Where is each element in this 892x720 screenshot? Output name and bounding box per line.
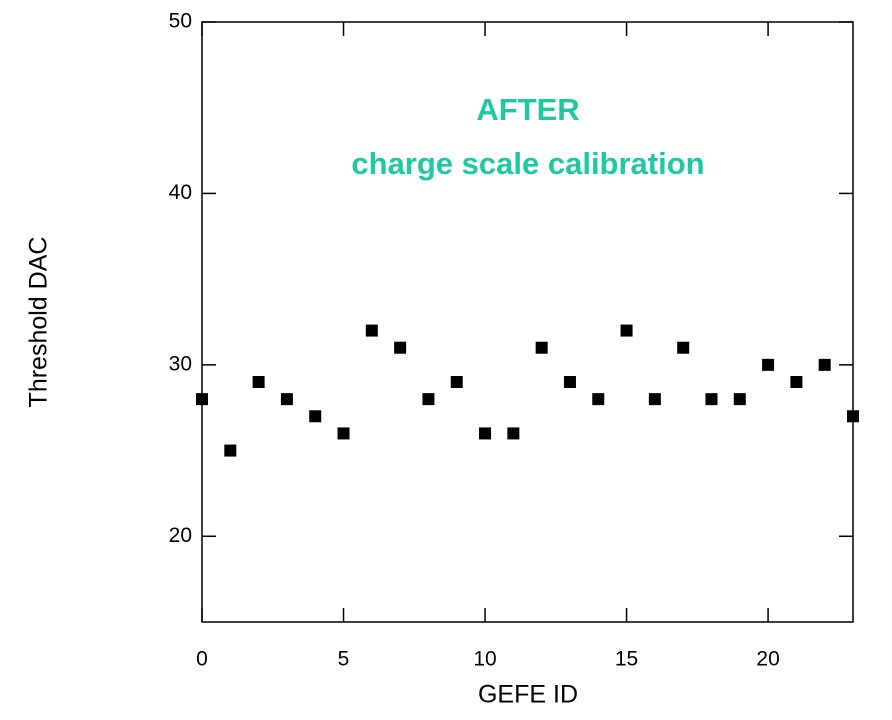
x-tick-label: 15 xyxy=(615,648,638,671)
point xyxy=(818,358,831,371)
point xyxy=(337,427,350,440)
point xyxy=(677,341,690,354)
point xyxy=(847,410,859,423)
point xyxy=(648,393,661,406)
y-axis-label: Threshold DAC xyxy=(25,237,53,408)
point xyxy=(620,324,633,337)
point xyxy=(224,444,237,457)
point xyxy=(592,393,605,406)
point xyxy=(252,376,265,388)
point xyxy=(535,341,548,354)
annotation: charge scale calibration xyxy=(351,146,704,181)
point xyxy=(450,376,463,388)
point xyxy=(507,427,520,440)
annotation: AFTER xyxy=(476,92,579,127)
y-tick-label: 50 xyxy=(169,10,192,33)
x-tick-label: 10 xyxy=(473,648,496,671)
point xyxy=(479,427,492,440)
y-tick-label: 40 xyxy=(169,181,192,204)
y-tick-label: 30 xyxy=(169,352,192,375)
point xyxy=(733,393,746,406)
x-axis-label: GEFE ID xyxy=(478,681,578,709)
plot-frame xyxy=(201,21,854,623)
x-tick-label: 20 xyxy=(756,648,779,671)
point xyxy=(309,410,322,423)
point xyxy=(705,393,718,406)
point xyxy=(196,393,208,406)
x-tick-label: 5 xyxy=(338,648,350,671)
point xyxy=(563,376,576,388)
point xyxy=(394,341,407,354)
point xyxy=(762,358,775,371)
point xyxy=(422,393,435,406)
point xyxy=(790,376,803,388)
x-tick-label: 0 xyxy=(196,648,208,671)
point xyxy=(280,393,293,406)
y-tick-label: 20 xyxy=(169,524,192,547)
point xyxy=(365,324,378,337)
